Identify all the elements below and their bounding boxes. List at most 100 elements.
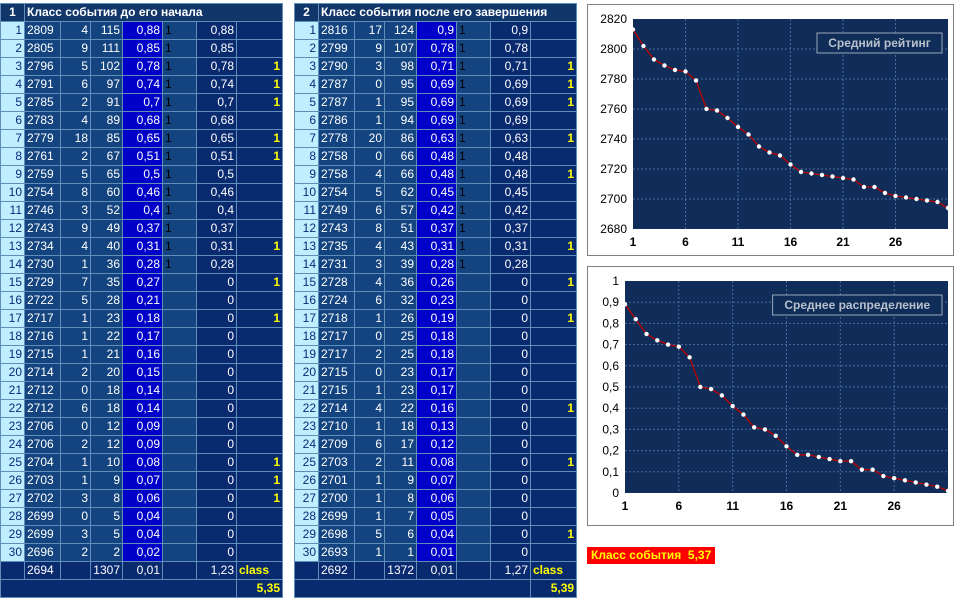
flag-cell (529, 111, 578, 130)
table-row: 20 2715 0 23 0,17 0 (294, 363, 578, 382)
class-value: 5,35 (236, 579, 283, 598)
rating-cell: 2718 (318, 309, 355, 328)
flag-cell (236, 507, 283, 526)
table-row: 24 2709 6 17 0,12 0 (294, 435, 578, 454)
indicator-cell (456, 291, 491, 310)
table-row: 15 2729 7 35 0,27 0 1 (0, 273, 283, 292)
rating-cell: 2699 (24, 525, 61, 544)
ratio-cell: 0,45 (416, 183, 457, 202)
table-row: 18 2716 1 22 0,17 0 (0, 327, 283, 346)
data-point (784, 444, 789, 449)
y-tick-label: 2680 (600, 222, 627, 236)
weighted-cell: 0,74 (196, 75, 237, 94)
rating-cell: 2706 (24, 417, 61, 436)
ratio-cell: 0,15 (122, 363, 163, 382)
sum-cell: 40 (90, 237, 123, 256)
table-row: 23 2706 0 12 0,09 0 (0, 417, 283, 436)
flag-cell: 1 (236, 75, 283, 94)
row-number: 21 (294, 381, 319, 400)
data-point (665, 342, 671, 347)
count-cell: 0 (354, 363, 385, 382)
sum-cell: 35 (90, 273, 123, 292)
sum-cell: 17 (384, 435, 417, 454)
row-number: 4 (0, 75, 25, 94)
row-number: 18 (0, 327, 25, 346)
data-point (767, 150, 772, 155)
weighted-cell: 0,4 (196, 201, 237, 220)
flag-cell: 1 (236, 93, 283, 112)
ratio-cell: 0,28 (416, 255, 457, 274)
count-cell: 1 (354, 417, 385, 436)
data-point (830, 174, 835, 179)
row-number: 15 (294, 273, 319, 292)
ratio-cell: 0,07 (122, 471, 163, 490)
row-number: 14 (294, 255, 319, 274)
rating-cell: 2734 (24, 237, 61, 256)
weighted-cell: 0 (490, 543, 531, 562)
rating-cell: 2754 (318, 183, 355, 202)
row-number: 22 (0, 399, 25, 418)
event-class-badge: Класс события 5,37 (587, 547, 716, 564)
count-cell: 0 (60, 417, 91, 436)
event-class-label: Класс события (591, 548, 682, 562)
rating-cell: 2809 (24, 21, 61, 40)
sum-cell: 18 (90, 381, 123, 400)
count-cell: 4 (60, 21, 91, 40)
weighted-cell: 0 (490, 489, 531, 508)
sum-cell: 12 (90, 417, 123, 436)
data-point (872, 184, 877, 190)
table-row: 7 2779 18 85 0,65 1 0,65 1 (0, 129, 283, 148)
indicator-cell: 1 (162, 93, 197, 112)
ratio-cell: 0,09 (122, 417, 163, 436)
table-row: 25 2704 1 10 0,08 0 1 (0, 453, 283, 472)
flag-cell (236, 291, 283, 310)
indicator-cell: 1 (456, 201, 491, 220)
indicator-cell (162, 363, 197, 382)
indicator-cell: 1 (456, 111, 491, 130)
flag-cell (236, 255, 283, 274)
indicator-cell (162, 543, 197, 562)
y-tick-label: 0,5 (602, 380, 619, 394)
count-cell: 1 (354, 381, 385, 400)
count-cell: 2 (60, 435, 91, 454)
before-event-table: 1 Класс события до его начала 1 2809 4 115 0,8… (0, 3, 283, 598)
ratio-cell: 0,7 (122, 93, 163, 112)
table-row: 17 2717 1 23 0,18 0 1 (0, 309, 283, 328)
count-cell: 9 (60, 219, 91, 238)
table-row: 17 2718 1 26 0,19 0 1 (294, 309, 578, 328)
indicator-cell (162, 309, 197, 328)
weighted-cell: 0,46 (196, 183, 237, 202)
row-number: 16 (294, 291, 319, 310)
table-row: 2 2799 9 107 0,78 1 0,78 (294, 39, 578, 58)
data-point (698, 384, 703, 390)
row-number: 25 (294, 453, 319, 472)
flag-cell (236, 39, 283, 58)
rating-cell: 2796 (24, 57, 61, 76)
row-number: 9 (0, 165, 25, 184)
flag-cell (236, 183, 283, 202)
data-point (913, 480, 918, 485)
table-row: 24 2706 2 12 0,09 0 (0, 435, 283, 454)
data-point (633, 316, 638, 322)
rating-cell: 2731 (318, 255, 355, 274)
ratio-cell: 0,9 (416, 21, 457, 40)
flag-cell (529, 291, 578, 310)
data-point (676, 344, 682, 349)
data-point (870, 467, 875, 472)
weighted-cell: 0 (490, 381, 531, 400)
data-point (914, 196, 919, 202)
footer-rating: 2694 (24, 561, 61, 580)
rating-cell: 2712 (24, 381, 61, 400)
x-tick-label: 1 (630, 235, 637, 249)
ratio-cell: 0,78 (416, 39, 457, 58)
sum-cell: 9 (90, 471, 123, 490)
indicator-cell: 1 (456, 255, 491, 274)
row-number: 14 (0, 255, 25, 274)
rating-cell: 2758 (318, 165, 355, 184)
weighted-cell: 0 (196, 453, 237, 472)
rating-cell: 2743 (24, 219, 61, 238)
count-cell: 6 (354, 291, 385, 310)
row-number: 28 (0, 507, 25, 526)
count-cell: 1 (354, 543, 385, 562)
legend-label: Средний рейтинг (828, 36, 931, 50)
